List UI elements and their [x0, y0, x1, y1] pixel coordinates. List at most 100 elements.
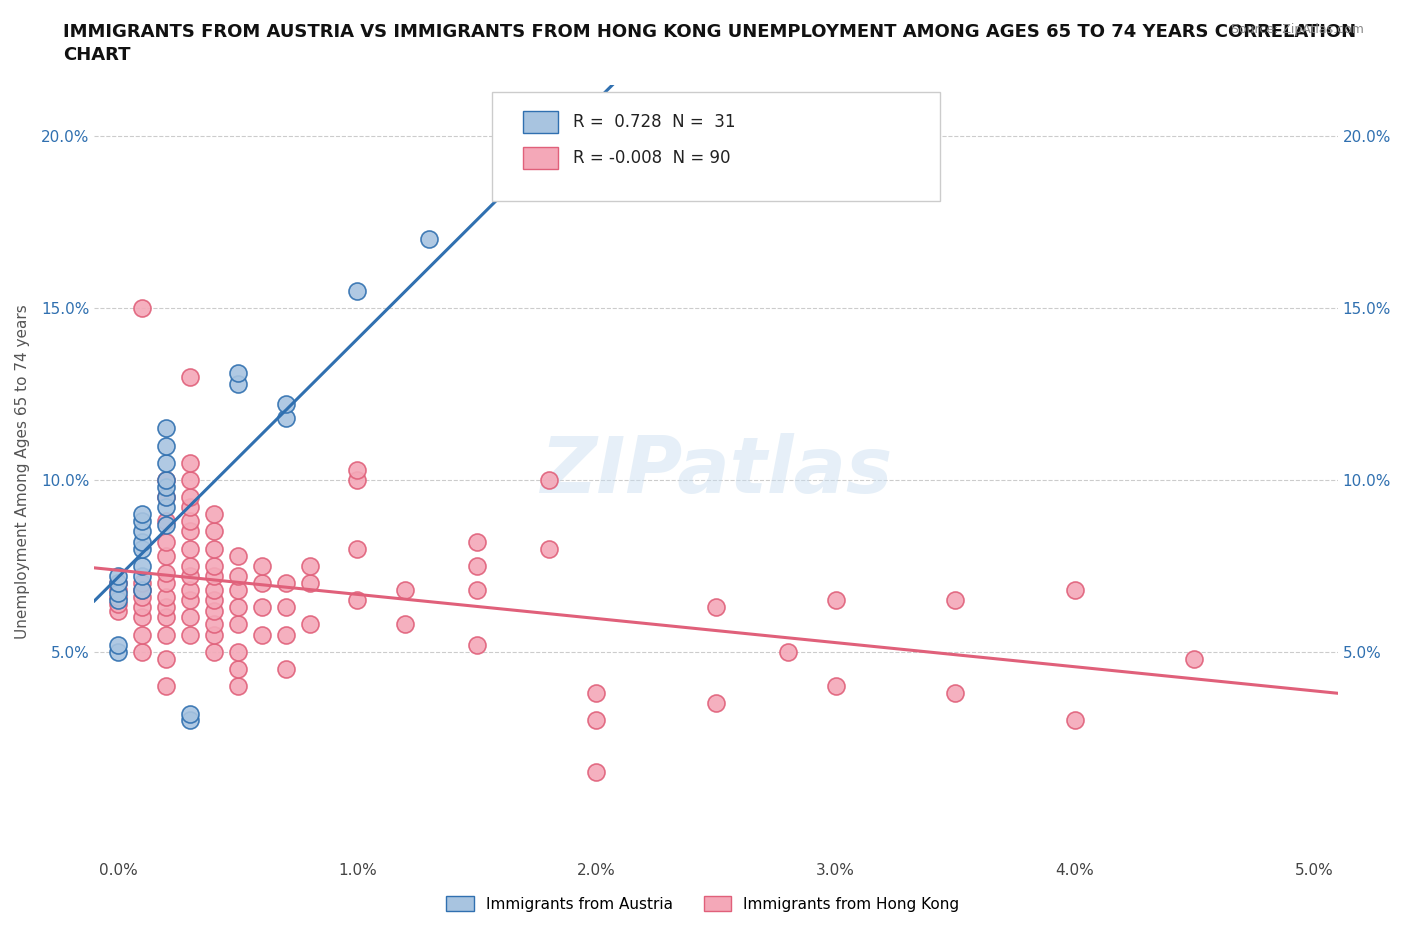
Point	[179, 706, 201, 721]
Point	[179, 456, 201, 471]
Point	[155, 490, 177, 505]
Point	[131, 507, 153, 522]
Point	[155, 651, 177, 666]
Point	[155, 517, 177, 532]
Point	[250, 627, 273, 642]
Point	[704, 600, 727, 615]
Point	[226, 644, 249, 659]
Point	[155, 576, 177, 591]
Point	[107, 590, 129, 604]
Point	[226, 600, 249, 615]
Point	[346, 472, 368, 487]
Point	[226, 617, 249, 631]
Point	[418, 232, 440, 246]
Point	[1063, 582, 1085, 597]
Point	[465, 535, 488, 550]
Point	[346, 541, 368, 556]
Point	[537, 541, 560, 556]
Point	[179, 500, 201, 515]
Point	[274, 600, 297, 615]
Point	[202, 582, 225, 597]
Point	[155, 421, 177, 436]
Point	[107, 596, 129, 611]
Point	[131, 569, 153, 584]
Point	[298, 558, 321, 573]
Point	[155, 548, 177, 563]
Point	[179, 369, 201, 384]
Point	[155, 600, 177, 615]
Point	[155, 472, 177, 487]
Point	[943, 592, 966, 607]
Text: Source: ZipAtlas.com: Source: ZipAtlas.com	[1230, 23, 1364, 36]
Point	[824, 679, 846, 694]
Point	[824, 592, 846, 607]
Point	[179, 592, 201, 607]
Point	[465, 637, 488, 652]
Point	[394, 582, 416, 597]
Legend: Immigrants from Austria, Immigrants from Hong Kong: Immigrants from Austria, Immigrants from…	[440, 889, 966, 918]
Point	[131, 300, 153, 315]
Point	[131, 513, 153, 528]
Point	[704, 696, 727, 711]
Point	[179, 524, 201, 538]
Point	[346, 284, 368, 299]
FancyBboxPatch shape	[523, 147, 558, 169]
Point	[274, 411, 297, 426]
Point	[202, 569, 225, 584]
Point	[107, 603, 129, 618]
Point	[179, 472, 201, 487]
Point	[155, 513, 177, 528]
Point	[585, 764, 607, 779]
Point	[250, 558, 273, 573]
Point	[465, 558, 488, 573]
Point	[155, 590, 177, 604]
Point	[250, 576, 273, 591]
Point	[107, 637, 129, 652]
Point	[131, 590, 153, 604]
Point	[226, 377, 249, 392]
Point	[155, 679, 177, 694]
Text: R =  0.728  N =  31: R = 0.728 N = 31	[574, 113, 735, 131]
Text: ZIPatlas: ZIPatlas	[540, 433, 893, 510]
Point	[394, 617, 416, 631]
Point	[465, 582, 488, 597]
Point	[107, 592, 129, 607]
Point	[107, 586, 129, 601]
Point	[202, 627, 225, 642]
Point	[346, 592, 368, 607]
Point	[202, 592, 225, 607]
Point	[155, 627, 177, 642]
Point	[131, 558, 153, 573]
Point	[537, 472, 560, 487]
Point	[131, 576, 153, 591]
Point	[155, 456, 177, 471]
Point	[346, 462, 368, 477]
Point	[131, 610, 153, 625]
Point	[585, 685, 607, 700]
Point	[155, 438, 177, 453]
FancyBboxPatch shape	[523, 111, 558, 133]
Point	[155, 535, 177, 550]
Point	[131, 524, 153, 538]
Point	[107, 582, 129, 597]
Point	[179, 582, 201, 597]
Text: R = -0.008  N = 90: R = -0.008 N = 90	[574, 149, 731, 167]
Point	[226, 548, 249, 563]
Point	[107, 576, 129, 591]
Point	[274, 576, 297, 591]
Point	[202, 558, 225, 573]
Point	[274, 627, 297, 642]
Point	[107, 576, 129, 591]
Point	[274, 397, 297, 412]
Text: CHART: CHART	[63, 46, 131, 63]
Point	[179, 713, 201, 728]
Point	[155, 500, 177, 515]
Point	[226, 582, 249, 597]
Point	[1063, 713, 1085, 728]
Point	[131, 627, 153, 642]
Point	[226, 679, 249, 694]
Y-axis label: Unemployment Among Ages 65 to 74 years: Unemployment Among Ages 65 to 74 years	[15, 304, 30, 639]
Point	[179, 610, 201, 625]
Point	[202, 541, 225, 556]
Point	[107, 569, 129, 584]
